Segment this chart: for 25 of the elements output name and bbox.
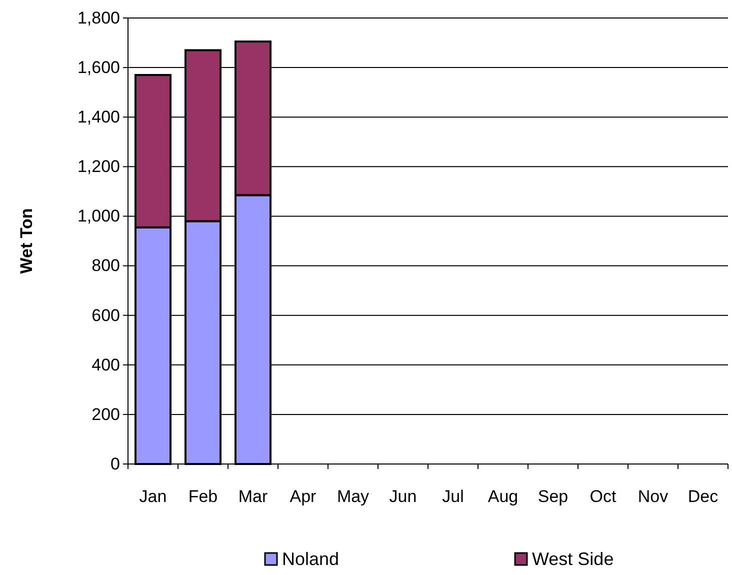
x-tick-label: May bbox=[336, 487, 370, 506]
x-tick-label: Oct bbox=[590, 487, 616, 506]
legend-label: West Side bbox=[532, 549, 614, 569]
y-tick-label: 1,600 bbox=[77, 58, 120, 77]
x-tick-label: Sep bbox=[538, 487, 568, 506]
y-tick-label: 0 bbox=[110, 454, 120, 474]
y-tick-label: 1,800 bbox=[77, 8, 120, 28]
x-tick-label: Apr bbox=[290, 487, 317, 506]
x-tick-label: Mar bbox=[238, 487, 268, 506]
x-tick-label: Jun bbox=[389, 487, 417, 506]
x-tick-label: Jul bbox=[442, 487, 464, 506]
y-tick-label: 200 bbox=[92, 404, 120, 424]
y-tick-label: 600 bbox=[92, 306, 120, 325]
x-tick-label: Feb bbox=[188, 487, 218, 506]
y-axis-title: Wet Ton bbox=[17, 208, 36, 274]
x-tick-label: Aug bbox=[488, 487, 518, 506]
y-tick-label: 800 bbox=[92, 256, 120, 276]
x-tick-label: Nov bbox=[638, 487, 669, 506]
y-tick-label: 1,200 bbox=[77, 157, 120, 176]
x-tick-label: Jan bbox=[139, 487, 167, 506]
legend-label: Noland bbox=[282, 549, 340, 569]
y-tick-label: 1,000 bbox=[77, 206, 120, 226]
x-tick-label: Dec bbox=[688, 487, 719, 506]
y-tick-label: 1,400 bbox=[77, 108, 120, 127]
y-tick-label: 400 bbox=[92, 355, 120, 374]
